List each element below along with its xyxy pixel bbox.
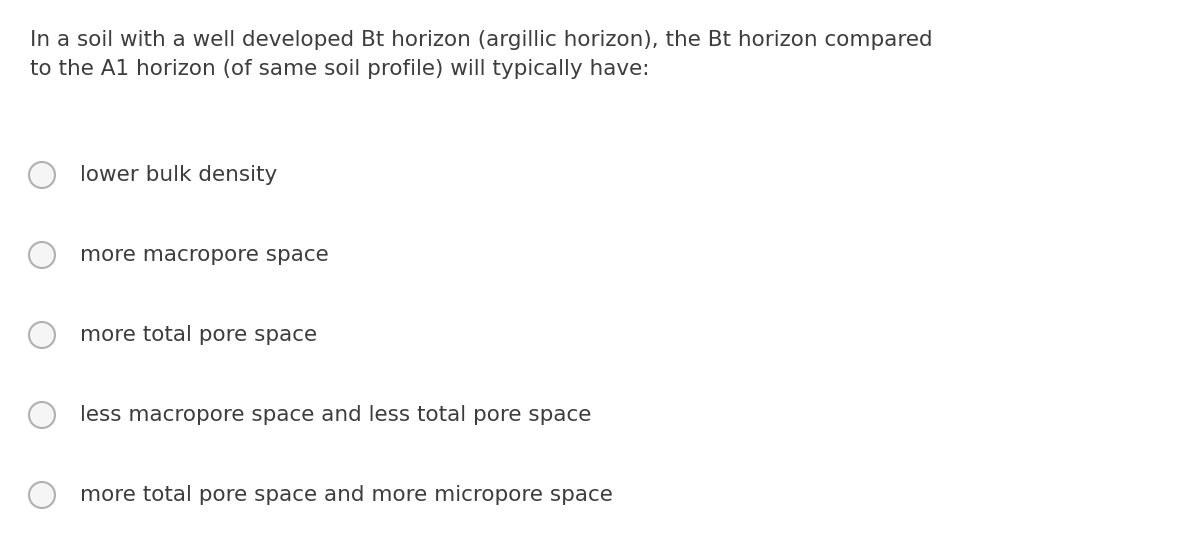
Text: lower bulk density: lower bulk density [80, 165, 277, 185]
Ellipse shape [29, 402, 55, 428]
Ellipse shape [29, 322, 55, 348]
Text: less macropore space and less total pore space: less macropore space and less total pore… [80, 405, 592, 425]
Text: In a soil with a well developed Bt horizon (argillic horizon), the Bt horizon co: In a soil with a well developed Bt horiz… [30, 30, 932, 79]
Ellipse shape [29, 482, 55, 508]
Text: more total pore space: more total pore space [80, 325, 317, 345]
Ellipse shape [29, 242, 55, 268]
Text: more macropore space: more macropore space [80, 245, 329, 265]
Text: more total pore space and more micropore space: more total pore space and more micropore… [80, 485, 613, 505]
Ellipse shape [29, 162, 55, 188]
